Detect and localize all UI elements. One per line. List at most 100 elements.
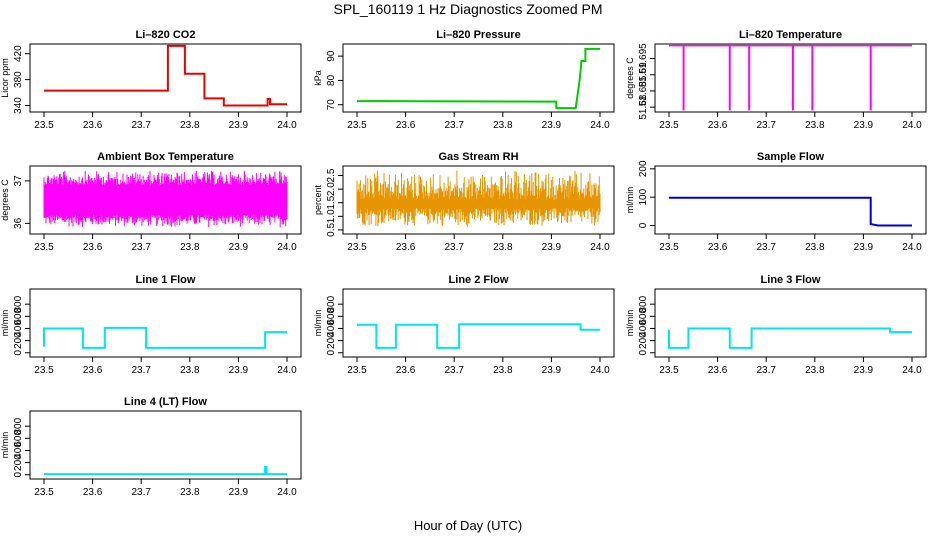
x-tick-label: 24.0 bbox=[277, 487, 297, 498]
y-tick-label: 100 bbox=[638, 188, 649, 205]
y-tick-label: 0 bbox=[13, 472, 24, 478]
y-tick-label: 800 bbox=[13, 295, 24, 312]
panel-data bbox=[668, 327, 912, 349]
panel-10: Line 4 (LT) Flow 23.5 23.6 23.7 23.8 23.9 24.0… bbox=[0, 396, 302, 498]
panel-title: Gas Stream RH bbox=[438, 151, 518, 163]
series-noise bbox=[356, 170, 601, 227]
y-axis-label: ml/min bbox=[313, 310, 323, 337]
y-tick-label: 600 bbox=[13, 308, 24, 325]
x-tick-label: 23.7 bbox=[131, 487, 151, 498]
panel-title: Line 4 (LT) Flow bbox=[124, 396, 207, 408]
x-tick-label: 23.5 bbox=[659, 365, 679, 376]
x-tick-label: 23.7 bbox=[131, 365, 151, 376]
panel-data bbox=[44, 465, 287, 476]
y-tick-label: 51.68 bbox=[638, 94, 649, 119]
y-tick-label: 0 bbox=[638, 350, 649, 356]
x-tick-label: 23.7 bbox=[756, 365, 776, 376]
panel-4: Ambient Box Temperature 23.5 23.6 23.7 23.8 2… bbox=[0, 151, 302, 253]
x-tick-label: 23.8 bbox=[180, 242, 200, 253]
y-tick-label: 1.0 bbox=[326, 209, 337, 223]
y-tick-label: 600 bbox=[638, 308, 649, 325]
y-axis-label: ml/min bbox=[0, 432, 10, 459]
x-tick-label: 23.9 bbox=[854, 365, 874, 376]
panel-title: Li–820 CO2 bbox=[136, 29, 196, 41]
y-tick-label: 51.685 bbox=[638, 75, 649, 106]
panel-data bbox=[669, 196, 912, 227]
x-tick-label: 23.5 bbox=[347, 242, 367, 253]
x-tick-label: 23.9 bbox=[854, 242, 874, 253]
x-tick-label: 23.8 bbox=[180, 120, 200, 131]
panel-5: Gas Stream RH 23.5 23.6 23.7 23.8 23.9 24.0 0.5… bbox=[313, 151, 615, 253]
y-tick-label: 420 bbox=[13, 45, 24, 62]
x-tick-label: 23.9 bbox=[854, 120, 874, 131]
panel-frame bbox=[342, 165, 615, 235]
x-tick-label: 23.6 bbox=[708, 365, 728, 376]
x-tick-label: 23.6 bbox=[83, 487, 103, 498]
series-line bbox=[44, 44, 287, 107]
x-tick-label: 23.7 bbox=[444, 365, 464, 376]
x-tick-label: 23.5 bbox=[659, 242, 679, 253]
series-line bbox=[356, 47, 600, 110]
x-tick-label: 23.5 bbox=[34, 120, 54, 131]
y-tick-label: 200 bbox=[326, 332, 337, 349]
y-tick-label: 800 bbox=[638, 295, 649, 312]
y-tick-label: 400 bbox=[326, 320, 337, 337]
y-tick-label: 0.5 bbox=[326, 223, 337, 237]
y-tick-label: 37 bbox=[13, 175, 24, 187]
x-tick-label: 24.0 bbox=[902, 242, 922, 253]
x-tick-label: 23.6 bbox=[83, 242, 103, 253]
y-tick-label: 200 bbox=[638, 160, 649, 177]
x-tick-label: 23.6 bbox=[708, 120, 728, 131]
x-tick-label: 23.9 bbox=[229, 120, 249, 131]
x-tick-label: 23.5 bbox=[34, 487, 54, 498]
x-tick-label: 24.0 bbox=[590, 365, 610, 376]
panel-frame bbox=[342, 43, 615, 113]
y-tick-label: 1.5 bbox=[326, 195, 337, 209]
x-tick-label: 23.8 bbox=[493, 365, 513, 376]
x-tick-label: 23.9 bbox=[542, 242, 562, 253]
panel-data bbox=[43, 170, 288, 228]
series-line bbox=[357, 323, 600, 349]
y-axis-label: kPa bbox=[313, 70, 323, 86]
y-axis-label: degrees C bbox=[625, 57, 635, 99]
y-tick-label: 600 bbox=[326, 308, 337, 325]
panel-frame bbox=[29, 43, 302, 113]
x-tick-label: 24.0 bbox=[590, 120, 610, 131]
panel-data bbox=[44, 44, 287, 107]
series-line bbox=[668, 327, 912, 349]
y-axis-label: ml/min bbox=[0, 310, 10, 337]
x-tick-label: 23.6 bbox=[708, 242, 728, 253]
y-tick-label: 0 bbox=[326, 350, 337, 356]
x-tick-label: 23.8 bbox=[180, 365, 200, 376]
x-tick-label: 23.6 bbox=[396, 242, 416, 253]
y-tick-label: 2.0 bbox=[326, 182, 337, 196]
panel-frame bbox=[29, 410, 302, 480]
x-tick-label: 23.8 bbox=[805, 242, 825, 253]
y-axis-label: Licor ppm bbox=[0, 58, 10, 98]
x-tick-label: 23.5 bbox=[659, 120, 679, 131]
series-line bbox=[44, 465, 287, 476]
x-tick-label: 23.7 bbox=[756, 120, 776, 131]
panel-1: Li–820 CO2 23.5 23.6 23.7 23.8 23.9 24.0 340 380… bbox=[0, 29, 302, 131]
y-tick-label: 0 bbox=[638, 222, 649, 228]
y-tick-label: 2.5 bbox=[326, 168, 337, 182]
panel-frame bbox=[654, 165, 927, 235]
x-tick-label: 24.0 bbox=[902, 120, 922, 131]
x-tick-label: 23.7 bbox=[131, 242, 151, 253]
y-tick-label: 340 bbox=[13, 97, 24, 114]
panel-7: Line 1 Flow 23.5 23.6 23.7 23.8 23.9 24.0 02004… bbox=[0, 274, 302, 376]
y-axis-label: degrees C bbox=[0, 179, 10, 221]
y-axis-label: percent bbox=[313, 184, 323, 215]
x-tick-label: 23.8 bbox=[493, 120, 513, 131]
panel-frame bbox=[654, 43, 927, 113]
panel-frame bbox=[342, 288, 615, 358]
panel-3: Li–820 Temperature 23.5 23.6 23.7 23.8 23.9 24… bbox=[625, 29, 927, 131]
x-tick-label: 23.5 bbox=[347, 365, 367, 376]
x-tick-label: 24.0 bbox=[277, 365, 297, 376]
panel-6: Sample Flow 23.5 23.6 23.7 23.8 23.9 24.0 0 100 2… bbox=[625, 151, 927, 253]
x-tick-label: 23.7 bbox=[444, 120, 464, 131]
y-tick-label: 51.69 bbox=[638, 62, 649, 87]
panel-data bbox=[356, 170, 601, 227]
y-tick-label: 400 bbox=[13, 320, 24, 337]
